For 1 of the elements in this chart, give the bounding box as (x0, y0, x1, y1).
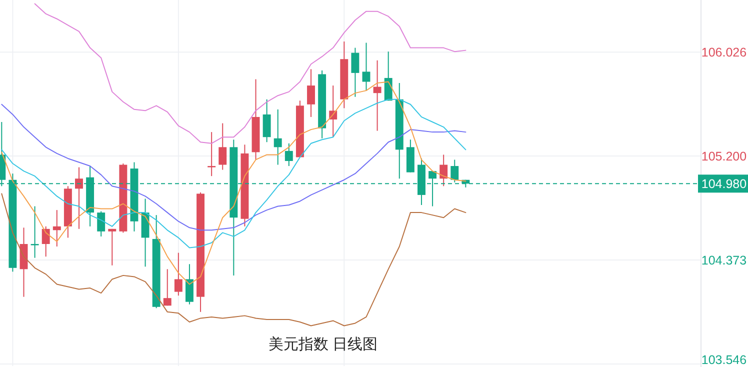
title: 美元指数 日线图 (268, 336, 378, 353)
